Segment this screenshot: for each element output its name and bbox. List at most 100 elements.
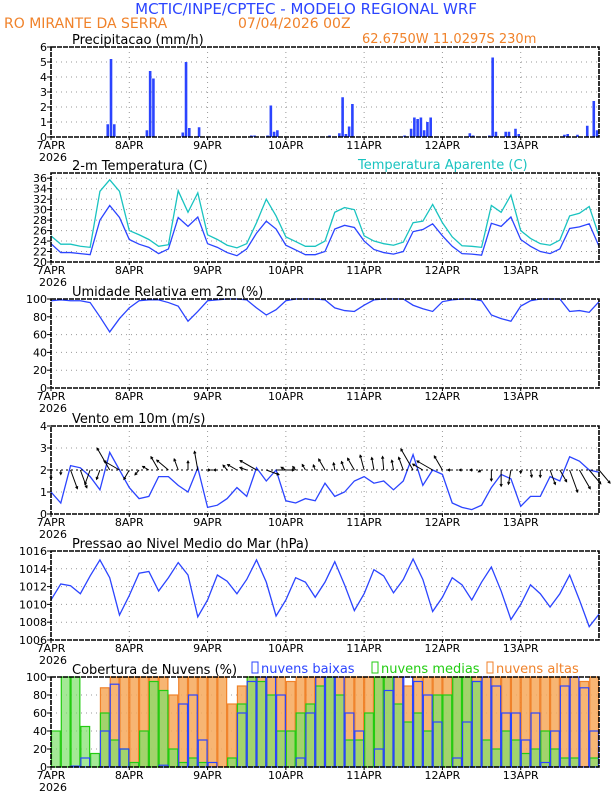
legend-swatch (251, 661, 259, 674)
wind-arrow-head (96, 447, 100, 451)
main-title: MCTIC/INPE/CPTEC - MODELO REGIONAL WRF (135, 0, 477, 18)
cloud-bar-nuvens-medias (452, 676, 463, 768)
x-tick-label: 11APR (346, 642, 382, 655)
x-year-label: 2026 (39, 151, 67, 164)
wind-arrow (173, 458, 179, 471)
x-tick-label: 10APR (268, 769, 304, 782)
wind-arrow-head (359, 454, 363, 458)
precip-bar (514, 128, 517, 137)
wind-arrow-head (416, 460, 420, 464)
precip-bar (269, 105, 273, 137)
x-tick-label: 11APR (346, 516, 382, 529)
y-tick-label: 6 (40, 41, 47, 54)
run-datetime: 07/04/2026 00Z (238, 16, 351, 32)
cloud-bar-nuvens-medias (471, 680, 482, 768)
cloud-bar-nuvens-altas (217, 676, 228, 768)
cloud-bar-nuvens-medias (256, 680, 267, 768)
x-tick-label: 9APR (193, 642, 222, 655)
precip-bar (272, 131, 276, 137)
precip-bar (347, 126, 351, 137)
precip-bar (576, 134, 579, 137)
cloud-bar-nuvens-medias (227, 757, 238, 768)
y-tick-label: 2 (40, 464, 47, 477)
wind-arrow (569, 469, 579, 493)
cloud-bar-nuvens-medias (354, 739, 365, 768)
wind-arrow-head (301, 463, 305, 468)
x-tick-label: 12APR (425, 139, 461, 152)
wind-arrow-head (381, 455, 385, 460)
wind-arrow (222, 464, 228, 471)
precip-bar (338, 133, 341, 137)
series-line-temperatura-aparente (50, 178, 600, 249)
panel-title: Precipitacao (mm/h) (72, 33, 204, 48)
cloud-bar-nuvens-medias (315, 685, 326, 768)
wind-arrow (318, 458, 326, 471)
wind-arrow (433, 455, 443, 471)
x-tick-label: 13APR (503, 264, 539, 277)
wind-arrow (239, 460, 257, 471)
precip-bar (416, 119, 419, 137)
x-tick-label: 7APR (37, 516, 66, 529)
y-tick-label: 0 (40, 508, 47, 521)
y-tick-label: 22 (33, 246, 47, 259)
wind-arrow (79, 469, 88, 488)
x-tick-label: 11APR (346, 264, 382, 277)
wind-arrow (598, 469, 611, 484)
y-tick-label: 5 (40, 56, 47, 69)
y-tick-label: 0 (40, 131, 47, 144)
y-tick-label: 1010 (19, 598, 47, 611)
wind-arrow (371, 457, 375, 471)
cloud-bar-nuvens-medias (119, 748, 130, 768)
cloud-bar-nuvens-medias (50, 730, 61, 768)
wind-arrow-head (134, 472, 138, 476)
x-tick-label: 12APR (425, 769, 461, 782)
wind-arrow (70, 469, 78, 489)
y-tick-label: 4 (40, 71, 47, 84)
wind-arrow (142, 465, 150, 471)
cloud-bar-nuvens-altas (589, 676, 600, 768)
cloud-bar-nuvens-baixas (422, 694, 433, 768)
x-tick-label: 10APR (268, 390, 304, 403)
precip-bar (422, 130, 426, 137)
cloud-bar-nuvens-medias (138, 730, 149, 768)
wind-arrow-head (347, 457, 351, 461)
y-tick-label: 1 (40, 486, 47, 499)
x-tick-label: 12APR (425, 390, 461, 403)
precip-bar (109, 59, 113, 137)
x-tick-label: 7APR (37, 139, 66, 152)
precip-bar (197, 127, 201, 137)
cloud-bar-nuvens-medias (373, 676, 384, 768)
y-tick-label: 32 (33, 193, 47, 206)
x-tick-label: 10APR (268, 139, 304, 152)
y-tick-label: 30 (33, 204, 47, 217)
series-line-ur (50, 298, 600, 334)
cloud-bar-nuvens-baixas (236, 712, 247, 768)
x-tick-label: 10APR (268, 642, 304, 655)
series-line-pnmm (50, 557, 600, 628)
wind-arrow (96, 447, 111, 471)
wind-arrow-head (59, 472, 63, 476)
precip-bar (152, 78, 155, 137)
precip-bar (276, 130, 279, 137)
wind-arrow-head (84, 485, 88, 489)
cloud-bar-nuvens-medias (530, 748, 541, 768)
cloud-bar-nuvens-altas (197, 676, 208, 768)
cloud-bar-nuvens-medias (109, 739, 120, 768)
cloud-bar-nuvens-medias (393, 703, 404, 768)
precip-bar (563, 134, 566, 137)
panel-title: Umidade Relativa em 2m (%) (72, 285, 263, 300)
wind-arrow (391, 460, 394, 471)
wind-arrow (156, 459, 169, 471)
cloud-bar-nuvens-medias (412, 712, 423, 768)
series-line-temperatura-2m (50, 204, 600, 257)
wind-arrow-head (332, 461, 336, 466)
wind-arrow-head (141, 465, 146, 469)
x-year-label: 2026 (39, 528, 67, 541)
y-tick-label: 80 (33, 311, 47, 324)
precip-bar (592, 101, 596, 137)
cloud-bar-nuvens-medias (275, 730, 286, 768)
cloud-bar-nuvens-medias (334, 694, 345, 768)
wind-arrow-head (226, 464, 231, 467)
precip-bar (145, 130, 149, 137)
